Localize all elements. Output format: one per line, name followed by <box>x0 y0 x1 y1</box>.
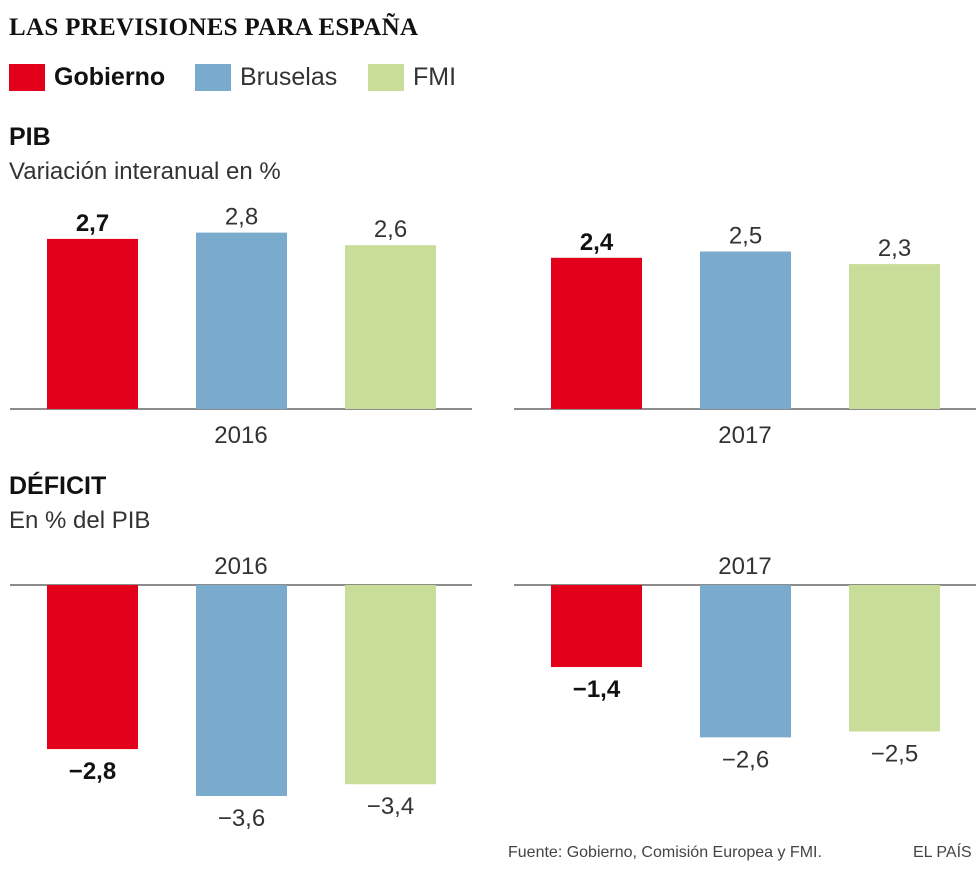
legend-label-gobierno: Gobierno <box>54 63 166 91</box>
deficit-bar-gobierno-2016 <box>47 585 138 750</box>
deficit-section-subtitle: En % del PIB <box>9 507 151 534</box>
pib-bar-fmi-2017 <box>849 264 940 409</box>
pib-section-title: PIB <box>9 123 51 151</box>
legend-swatch-fmi <box>368 64 404 91</box>
chart-title: LAS PREVISIONES PARA ESPAÑA <box>9 14 419 41</box>
pib-section-subtitle: Variación interanual en % <box>9 158 281 185</box>
deficit-year-label-2016: 2016 <box>214 553 267 580</box>
source-note: Fuente: Gobierno, Comisión Europea y FMI… <box>508 844 822 861</box>
deficit-bar-fmi-2017 <box>849 585 940 732</box>
pib-bar-bruselas-2016 <box>196 232 287 409</box>
pib-value-label-fmi-2016: 2,6 <box>374 216 407 243</box>
legend-swatch-bruselas <box>195 64 231 91</box>
legend-label-bruselas: Bruselas <box>240 63 338 91</box>
deficit-value-label-gobierno-2016: −2,8 <box>69 758 116 785</box>
pib-year-label-2017: 2017 <box>718 422 771 449</box>
deficit-value-label-fmi-2016: −3,4 <box>367 793 414 820</box>
pib-value-label-gobierno-2016: 2,7 <box>76 210 109 237</box>
pib-value-label-bruselas-2017: 2,5 <box>729 223 762 250</box>
pib-bar-gobierno-2017 <box>551 257 642 409</box>
deficit-bar-fmi-2016 <box>345 585 436 785</box>
legend-label-fmi: FMI <box>413 63 457 91</box>
pib-bar-fmi-2016 <box>345 245 436 409</box>
pib-value-label-fmi-2017: 2,3 <box>878 235 911 262</box>
pib-bar-bruselas-2017 <box>700 251 791 409</box>
deficit-section-title: DÉFICIT <box>9 472 107 500</box>
legend-swatch-gobierno <box>9 64 45 91</box>
deficit-bar-gobierno-2017 <box>551 585 642 668</box>
pib-bar-gobierno-2016 <box>47 238 138 409</box>
deficit-year-label-2017: 2017 <box>718 553 771 580</box>
deficit-bar-bruselas-2016 <box>196 585 287 796</box>
deficit-value-label-bruselas-2017: −2,6 <box>722 746 769 773</box>
pib-year-label-2016: 2016 <box>214 422 267 449</box>
pib-value-label-bruselas-2016: 2,8 <box>225 204 258 231</box>
brand-credit: EL PAÍS <box>913 844 972 861</box>
deficit-value-label-gobierno-2017: −1,4 <box>573 676 621 703</box>
deficit-bar-bruselas-2017 <box>700 585 791 738</box>
deficit-value-label-bruselas-2016: −3,6 <box>218 805 265 832</box>
deficit-value-label-fmi-2017: −2,5 <box>871 741 918 768</box>
pib-value-label-gobierno-2017: 2,4 <box>580 229 614 256</box>
